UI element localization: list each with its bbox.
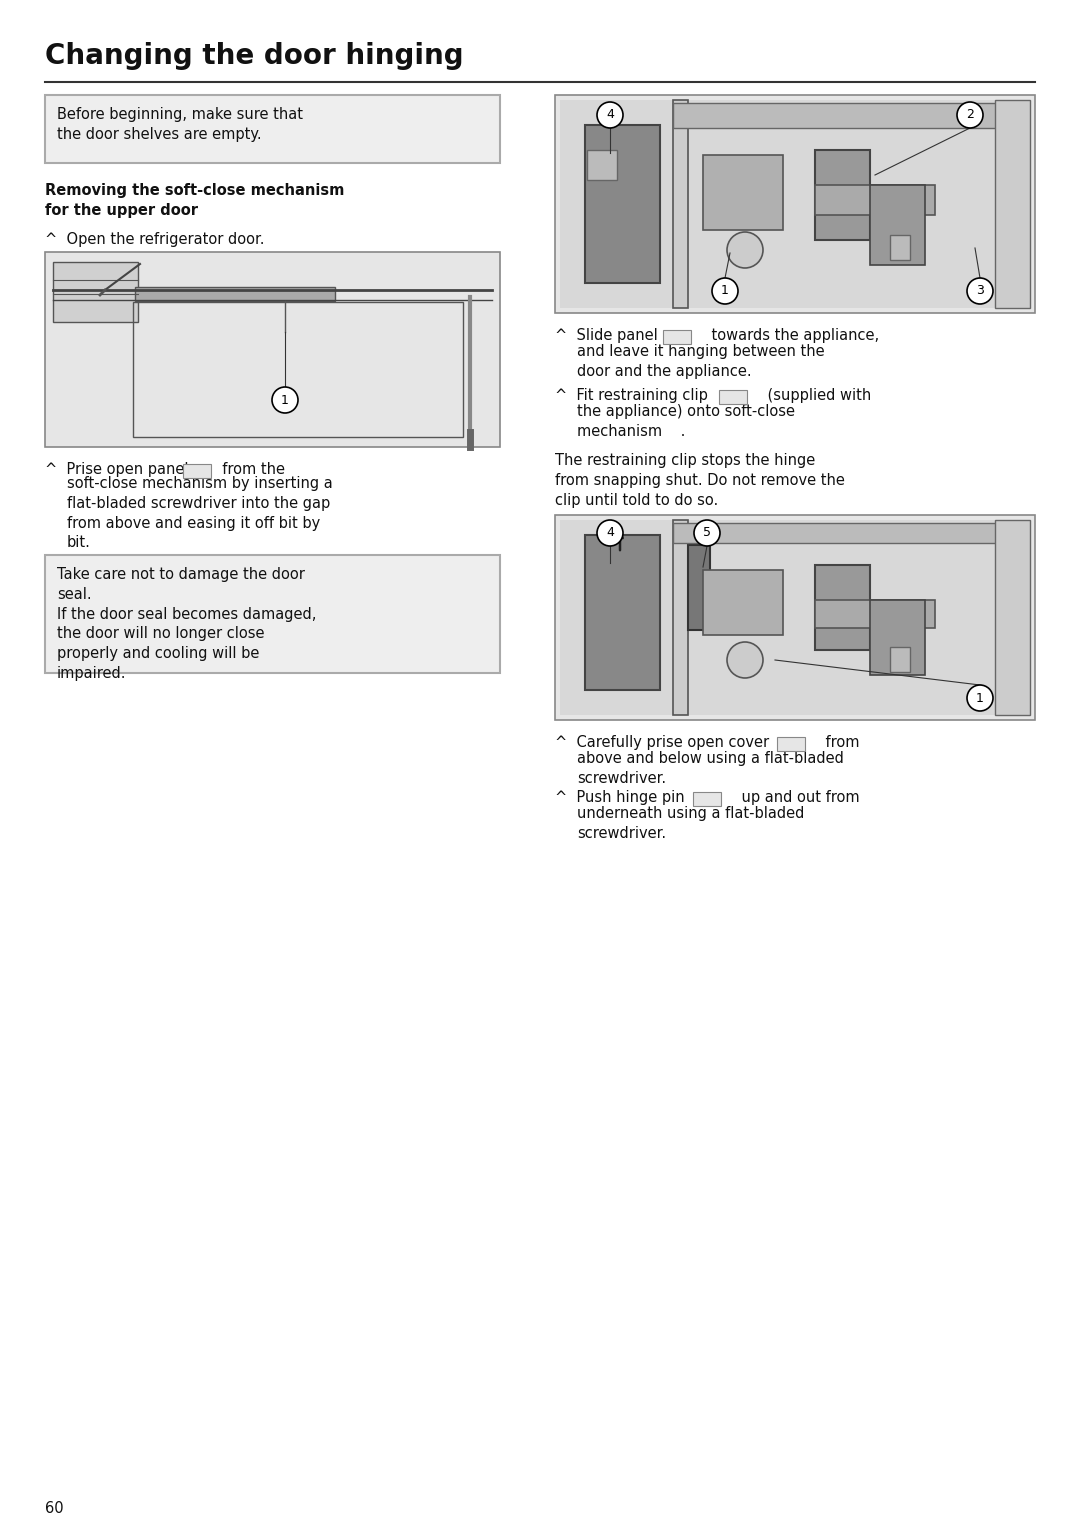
Text: 1: 1 bbox=[721, 284, 729, 298]
Text: the appliance) onto soft-close
mechanism    .: the appliance) onto soft-close mechanism… bbox=[577, 404, 795, 439]
Bar bbox=[703, 154, 783, 229]
Circle shape bbox=[957, 102, 983, 128]
Circle shape bbox=[967, 278, 993, 304]
Bar bbox=[703, 570, 783, 635]
Text: 4: 4 bbox=[606, 109, 613, 121]
Text: 5: 5 bbox=[703, 526, 711, 540]
Bar bbox=[663, 330, 691, 344]
Bar bbox=[693, 792, 721, 806]
Bar bbox=[870, 599, 924, 674]
Text: ^  Fit restraining clip: ^ Fit restraining clip bbox=[555, 388, 707, 404]
Text: towards the appliance,: towards the appliance, bbox=[693, 329, 879, 342]
Text: Changing the door hinging: Changing the door hinging bbox=[45, 41, 463, 70]
Bar bbox=[815, 599, 935, 628]
Text: Take care not to damage the door
seal.
If the door seal becomes damaged,
the doo: Take care not to damage the door seal. I… bbox=[57, 567, 316, 680]
Text: 3: 3 bbox=[728, 391, 734, 402]
Text: 5: 5 bbox=[785, 739, 793, 749]
Bar bbox=[45, 95, 500, 164]
Circle shape bbox=[272, 387, 298, 413]
Text: 2: 2 bbox=[967, 109, 974, 121]
Text: from: from bbox=[807, 735, 860, 751]
Text: 3: 3 bbox=[976, 284, 984, 298]
Bar bbox=[45, 555, 500, 673]
Bar bbox=[53, 261, 138, 323]
Bar bbox=[555, 515, 1035, 720]
Bar bbox=[183, 463, 211, 479]
Bar bbox=[995, 99, 1030, 307]
Circle shape bbox=[967, 685, 993, 711]
Bar bbox=[673, 523, 1013, 543]
Circle shape bbox=[727, 232, 762, 268]
Bar bbox=[133, 303, 463, 437]
Circle shape bbox=[597, 102, 623, 128]
Bar bbox=[561, 520, 1030, 716]
Bar bbox=[673, 99, 688, 307]
Bar bbox=[995, 520, 1030, 716]
Bar bbox=[561, 99, 1030, 307]
Text: 3: 3 bbox=[702, 794, 708, 804]
Text: above and below using a flat-bladed
screwdriver.: above and below using a flat-bladed scre… bbox=[577, 751, 843, 786]
Bar bbox=[673, 520, 688, 716]
Bar bbox=[135, 287, 335, 301]
Text: ^  Open the refrigerator door.: ^ Open the refrigerator door. bbox=[45, 232, 265, 248]
Text: 1: 1 bbox=[191, 466, 199, 476]
Text: from the: from the bbox=[213, 462, 285, 477]
Bar bbox=[555, 95, 1035, 313]
Bar bbox=[890, 647, 910, 673]
Text: underneath using a flat-bladed
screwdriver.: underneath using a flat-bladed screwdriv… bbox=[577, 806, 805, 841]
Bar bbox=[588, 150, 617, 180]
Bar bbox=[777, 737, 805, 751]
Text: ^  Push hinge pin: ^ Push hinge pin bbox=[555, 790, 685, 804]
Text: The restraining clip stops the hinge
from snapping shut. Do not remove the
clip : The restraining clip stops the hinge fro… bbox=[555, 453, 845, 508]
Text: and leave it hanging between the
door and the appliance.: and leave it hanging between the door an… bbox=[577, 344, 825, 379]
Bar bbox=[45, 252, 500, 446]
Text: 4: 4 bbox=[606, 526, 613, 540]
Bar bbox=[585, 535, 660, 690]
Circle shape bbox=[712, 278, 738, 304]
Text: 60: 60 bbox=[45, 1501, 64, 1515]
Circle shape bbox=[597, 520, 623, 546]
Bar bbox=[688, 544, 710, 630]
Text: 1: 1 bbox=[976, 691, 984, 705]
Bar bbox=[815, 150, 870, 240]
Text: up and out from: up and out from bbox=[723, 790, 860, 804]
Bar bbox=[719, 390, 747, 404]
Circle shape bbox=[694, 520, 720, 546]
Bar bbox=[815, 566, 870, 650]
Text: 1: 1 bbox=[281, 393, 289, 407]
Text: (supplied with: (supplied with bbox=[750, 388, 872, 404]
Text: ^  Prise open panel: ^ Prise open panel bbox=[45, 462, 189, 477]
Text: ^  Carefully prise open cover: ^ Carefully prise open cover bbox=[555, 735, 769, 751]
Text: Before beginning, make sure that
the door shelves are empty.: Before beginning, make sure that the doo… bbox=[57, 107, 303, 142]
Bar bbox=[673, 102, 1013, 128]
Text: ^  Slide panel: ^ Slide panel bbox=[555, 329, 658, 342]
Bar bbox=[585, 125, 660, 283]
Text: 4: 4 bbox=[672, 332, 678, 342]
Bar bbox=[815, 185, 935, 216]
Text: Removing the soft-close mechanism
for the upper door: Removing the soft-close mechanism for th… bbox=[45, 183, 345, 217]
Bar bbox=[890, 235, 910, 260]
Bar bbox=[870, 185, 924, 265]
Circle shape bbox=[727, 642, 762, 677]
Text: soft-close mechanism by inserting a
flat-bladed screwdriver into the gap
from ab: soft-close mechanism by inserting a flat… bbox=[67, 476, 333, 550]
